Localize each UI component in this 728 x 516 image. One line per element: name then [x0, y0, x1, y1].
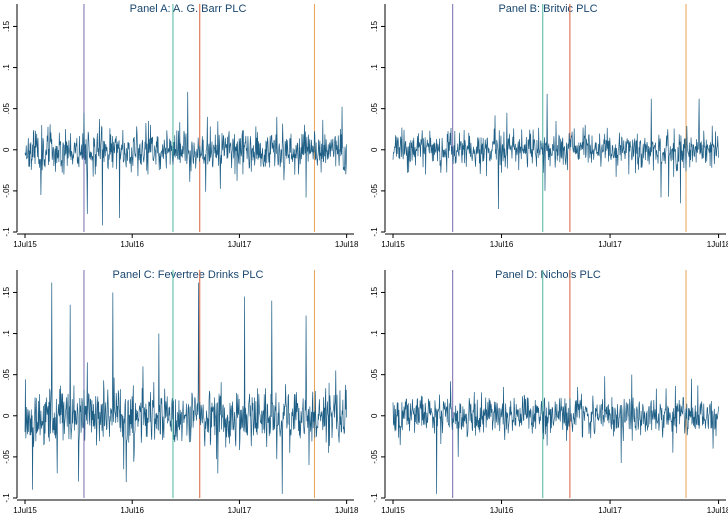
y-tick-label: .15 [370, 20, 379, 32]
panel-title: Panel A: A. G. Barr PLC [130, 3, 247, 15]
x-tick-label: 1Jul18 [335, 240, 359, 249]
panel-title: Panel C: Fevertree Drinks PLC [113, 269, 264, 281]
x-tick-label: 1Jul16 [490, 506, 514, 515]
return-series-line [392, 374, 719, 494]
y-tick-label: -.1 [370, 493, 379, 503]
y-tick-label: -.05 [370, 183, 379, 197]
y-tick-label: .1 [2, 330, 11, 337]
panel-title: Panel D: Nichols PLC [495, 269, 601, 281]
y-tick-label: .05 [370, 103, 379, 115]
y-tick-label: -.1 [370, 227, 379, 237]
y-tick-label: -.05 [2, 449, 11, 463]
y-tick-label: -.1 [2, 227, 11, 237]
x-tick-label: 1Jul17 [598, 240, 622, 249]
panel-title: Panel B: Britvic PLC [498, 3, 597, 15]
y-tick-label: .05 [370, 369, 379, 381]
y-tick-label: .05 [2, 369, 11, 381]
return-series-line [392, 93, 719, 209]
return-series-line [24, 91, 347, 226]
x-tick-label: 1Jul18 [707, 240, 728, 249]
x-tick-label: 1Jul17 [228, 240, 252, 249]
y-tick-label: 0 [370, 413, 379, 418]
y-tick-label: 0 [2, 147, 11, 152]
y-tick-label: .15 [2, 20, 11, 32]
panel-d: Panel D: Nichols PLC -.1 -.05 0 .05 .1 .15 1Jul… [370, 269, 728, 515]
x-tick-label: 1Jul17 [228, 506, 252, 515]
y-tick-label: .1 [2, 64, 11, 71]
y-tick-label: .05 [2, 103, 11, 115]
return-series-line [24, 282, 347, 494]
x-tick-label: 1Jul15 [13, 240, 37, 249]
x-tick-label: 1Jul18 [707, 506, 728, 515]
x-tick-label: 1Jul15 [13, 506, 37, 515]
y-tick-label: 0 [2, 413, 11, 418]
x-tick-label: 1Jul16 [120, 506, 144, 515]
y-tick-label: 0 [370, 147, 379, 152]
panel-a: Panel A: A. G. Barr PLC -.1 -.05 0 .05 .1 .15 1… [2, 3, 359, 249]
y-tick-label: -.05 [2, 183, 11, 197]
y-tick-label: -.05 [370, 449, 379, 463]
y-tick-label: -.1 [2, 493, 11, 503]
y-tick-label: .15 [2, 286, 11, 298]
x-tick-label: 1Jul15 [381, 240, 405, 249]
x-tick-label: 1Jul17 [598, 506, 622, 515]
panel-c: Panel C: Fevertree Drinks PLC -.1 -.05 0 .05… [2, 269, 359, 515]
panel-b: Panel B: Britvic PLC -.1 -.05 0 .05 .1 .15 1Jul… [370, 3, 728, 249]
x-tick-label: 1Jul18 [335, 506, 359, 515]
x-tick-label: 1Jul16 [490, 240, 514, 249]
y-tick-label: .1 [370, 64, 379, 71]
x-tick-label: 1Jul15 [381, 506, 405, 515]
x-tick-label: 1Jul16 [120, 240, 144, 249]
y-tick-label: .15 [370, 286, 379, 298]
y-tick-label: .1 [370, 330, 379, 337]
